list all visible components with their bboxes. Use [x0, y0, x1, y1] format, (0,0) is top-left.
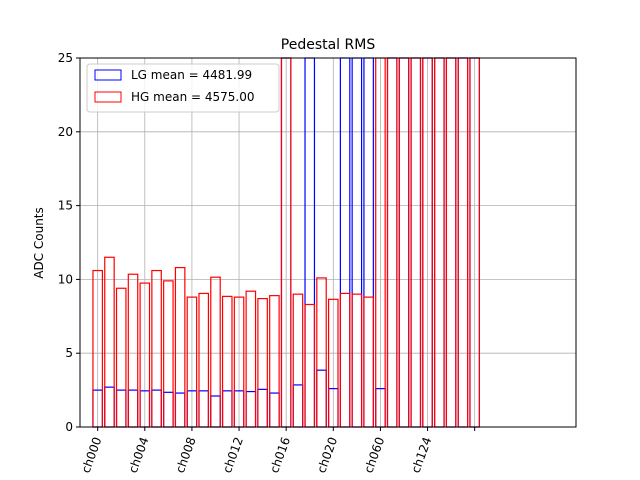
legend: LG mean = 4481.99 HG mean = 4575.00: [86, 63, 280, 113]
bar-lg-19: [316, 369, 327, 428]
bar-lg-2: [115, 389, 127, 428]
chart-title: Pedestal RMS: [281, 37, 376, 53]
legend-swatch-hg: [94, 91, 122, 103]
bar-lg-27: [410, 57, 422, 428]
bar-hg-2: [115, 287, 127, 428]
bar-lg-30: [445, 57, 457, 428]
x-tick-label: ch060: [361, 435, 387, 475]
y-tick-label: 25: [58, 51, 73, 65]
bar-hg-9: [198, 292, 210, 428]
legend-label-hg: HG mean = 4575.00: [131, 90, 254, 104]
bar-hg-14: [257, 297, 268, 428]
bar-lg-13: [245, 390, 257, 428]
bar-hg-10: [210, 276, 221, 428]
bar-lg-25: [386, 57, 398, 428]
bar-hg-22: [351, 293, 363, 428]
y-tick-label: 0: [65, 420, 73, 434]
y-tick-label: 20: [58, 125, 73, 139]
legend-swatch-lg: [94, 69, 122, 81]
bar-lg-11: [221, 390, 233, 428]
bar-hg-27: [410, 57, 422, 428]
bar-hg-29: [434, 57, 445, 428]
legend-label-lg: LG mean = 4481.99: [131, 68, 252, 82]
bar-lg-3: [127, 389, 139, 428]
bar-hg-19: [316, 277, 327, 428]
bar-lg-7: [174, 392, 186, 428]
legend-box: [86, 63, 280, 113]
bar-lg-17: [292, 384, 304, 428]
x-tick-label: ch020: [314, 435, 340, 475]
bar-hg-13: [245, 290, 257, 428]
x-tick-label: ch000: [79, 435, 105, 475]
bar-lg-14: [257, 388, 268, 428]
bar-hg-25: [386, 57, 398, 428]
bar-hg-18: [304, 303, 316, 428]
bar-hg-3: [127, 273, 139, 428]
bar-hg-30: [445, 57, 457, 428]
bar-hg-7: [174, 266, 186, 428]
x-axis-ticks: ch000 ch004 ch008 ch012 ch016 ch020 ch060 ch124: [79, 427, 476, 475]
bar-lg-6: [163, 391, 174, 428]
bar-lg-18: [304, 57, 316, 428]
y-axis-label: ADC Counts: [32, 207, 46, 279]
bar-hg-31: [457, 57, 469, 428]
bar-hg-6: [163, 280, 174, 428]
bar-lg-15: [269, 392, 280, 428]
bar-lg-22: [351, 57, 363, 428]
plot-frame: [79, 57, 577, 428]
bar-lg-9: [198, 390, 210, 428]
bar-lg-29: [434, 57, 445, 428]
bar-lg-31: [457, 57, 469, 428]
bar-lg-1: [104, 386, 115, 428]
bar-hg-11: [221, 295, 233, 428]
bar-lg-21: [339, 57, 351, 428]
bar-hg-1: [104, 256, 115, 428]
bar-lg-10: [210, 395, 221, 428]
x-tick-label: ch004: [126, 435, 152, 475]
bar-hg-15: [269, 295, 280, 428]
x-tick-label: ch124: [409, 435, 435, 475]
bar-lg-26: [398, 57, 410, 428]
bar-hg-23: [363, 296, 374, 428]
bar-hg-5: [151, 269, 162, 428]
bar-hg-17: [292, 293, 304, 428]
y-tick-label: 5: [65, 346, 73, 360]
bar-lg-5: [151, 389, 162, 428]
y-tick-label: 15: [58, 199, 73, 213]
bar-hg-26: [398, 57, 410, 428]
y-axis-ticks: 0 5 10 15 20 25: [58, 51, 80, 434]
y-tick-label: 10: [58, 272, 73, 286]
x-tick-label: ch016: [267, 435, 293, 475]
bar-hg-21: [339, 292, 351, 428]
x-tick-label: ch008: [173, 435, 199, 475]
x-tick-label: ch012: [220, 435, 246, 475]
bar-lg-23: [363, 57, 374, 428]
